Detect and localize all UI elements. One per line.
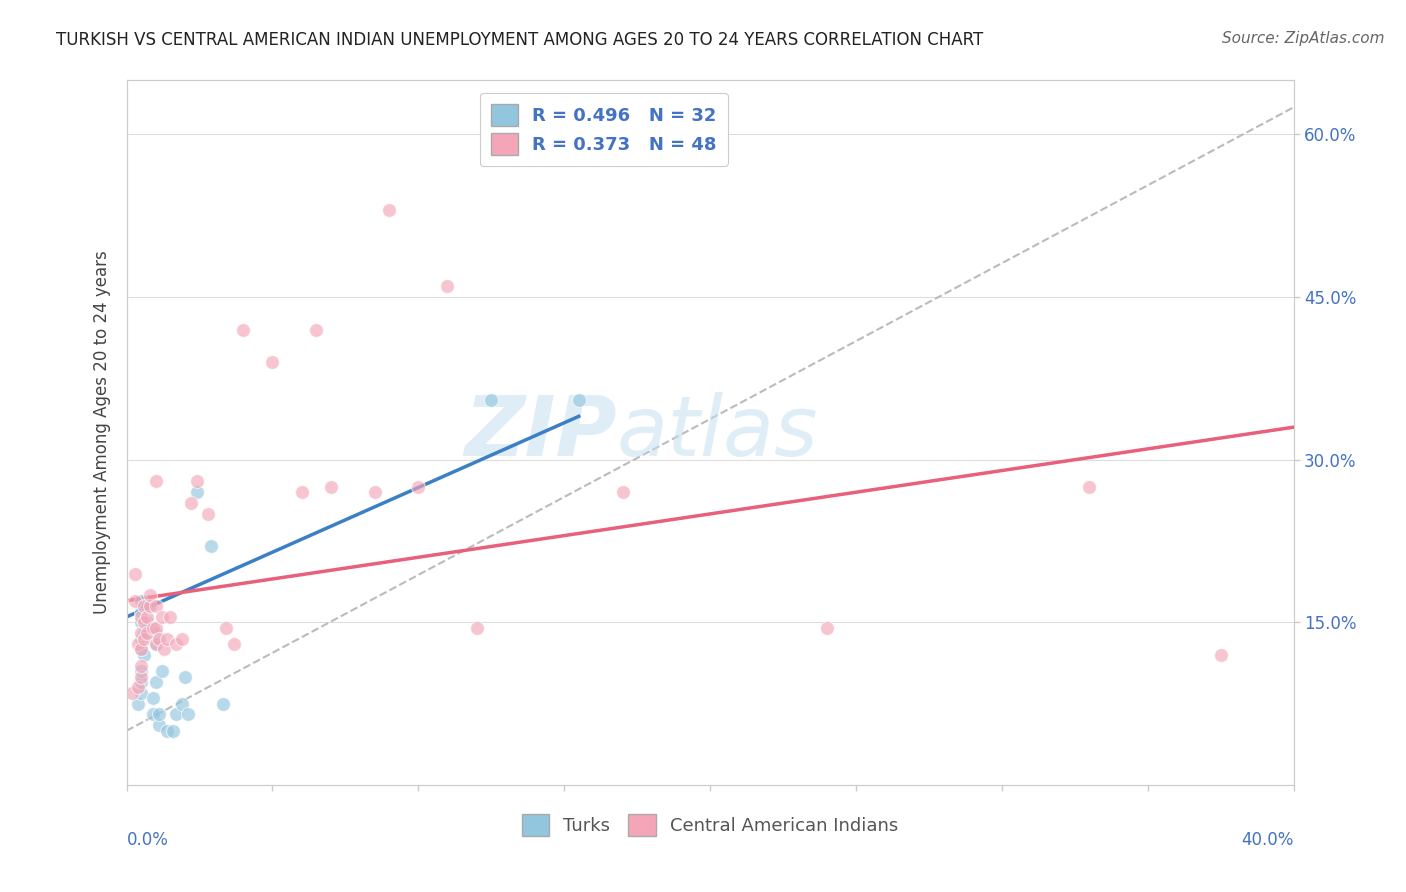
Point	[145, 626, 167, 640]
Text: Source: ZipAtlas.com: Source: ZipAtlas.com	[1222, 31, 1385, 46]
Point	[174, 669, 197, 683]
Point	[305, 323, 328, 337]
Point	[156, 723, 179, 738]
Point	[124, 566, 146, 581]
Point	[136, 599, 159, 613]
Point	[180, 496, 202, 510]
Point	[129, 675, 152, 690]
Point	[156, 632, 179, 646]
Point	[177, 707, 200, 722]
Point	[162, 723, 184, 738]
Point	[124, 593, 146, 607]
Point	[129, 642, 152, 657]
Point	[129, 610, 152, 624]
Point	[170, 632, 193, 646]
Point	[145, 475, 167, 489]
Point	[129, 605, 152, 619]
Point	[142, 707, 165, 722]
Point	[132, 599, 155, 613]
Point	[319, 480, 342, 494]
Point	[211, 697, 233, 711]
Point	[139, 599, 162, 613]
Text: 40.0%: 40.0%	[1241, 830, 1294, 849]
Point	[145, 621, 167, 635]
Point	[129, 658, 152, 673]
Point	[165, 707, 187, 722]
Point	[363, 485, 385, 500]
Point	[436, 279, 458, 293]
Point	[136, 626, 159, 640]
Point	[145, 675, 167, 690]
Point	[142, 691, 165, 706]
Point	[378, 203, 401, 218]
Point	[200, 540, 222, 554]
Point	[129, 593, 152, 607]
Point	[815, 621, 838, 635]
Legend: Turks, Central American Indians: Turks, Central American Indians	[515, 806, 905, 843]
Y-axis label: Unemployment Among Ages 20 to 24 years: Unemployment Among Ages 20 to 24 years	[93, 251, 111, 615]
Point	[127, 681, 149, 695]
Point	[224, 637, 246, 651]
Point	[129, 632, 152, 646]
Point	[159, 610, 181, 624]
Point	[129, 664, 152, 678]
Point	[148, 632, 170, 646]
Text: atlas: atlas	[617, 392, 818, 473]
Point	[186, 485, 208, 500]
Point	[132, 615, 155, 630]
Point	[1209, 648, 1232, 662]
Point	[129, 615, 152, 630]
Point	[132, 648, 155, 662]
Point	[148, 718, 170, 732]
Text: TURKISH VS CENTRAL AMERICAN INDIAN UNEMPLOYMENT AMONG AGES 20 TO 24 YEARS CORREL: TURKISH VS CENTRAL AMERICAN INDIAN UNEMP…	[56, 31, 983, 49]
Point	[129, 626, 152, 640]
Point	[145, 637, 167, 651]
Point	[145, 637, 167, 651]
Point	[145, 599, 167, 613]
Point	[150, 664, 173, 678]
Point	[232, 323, 254, 337]
Point	[215, 621, 238, 635]
Text: 0.0%: 0.0%	[127, 830, 169, 849]
Point	[121, 686, 143, 700]
Point	[197, 507, 219, 521]
Point	[150, 610, 173, 624]
Point	[1078, 480, 1101, 494]
Point	[170, 697, 193, 711]
Point	[132, 626, 155, 640]
Point	[148, 707, 170, 722]
Text: ZIP: ZIP	[464, 392, 617, 473]
Point	[129, 669, 152, 683]
Point	[465, 621, 488, 635]
Point	[408, 480, 430, 494]
Point	[262, 355, 284, 369]
Point	[127, 637, 149, 651]
Point	[612, 485, 634, 500]
Point	[186, 475, 208, 489]
Point	[136, 610, 159, 624]
Point	[479, 393, 502, 408]
Point	[153, 642, 176, 657]
Point	[142, 621, 165, 635]
Point	[568, 393, 591, 408]
Point	[136, 615, 159, 630]
Point	[165, 637, 187, 651]
Point	[127, 697, 149, 711]
Point	[139, 588, 162, 602]
Point	[129, 686, 152, 700]
Point	[132, 632, 155, 646]
Point	[290, 485, 312, 500]
Point	[129, 642, 152, 657]
